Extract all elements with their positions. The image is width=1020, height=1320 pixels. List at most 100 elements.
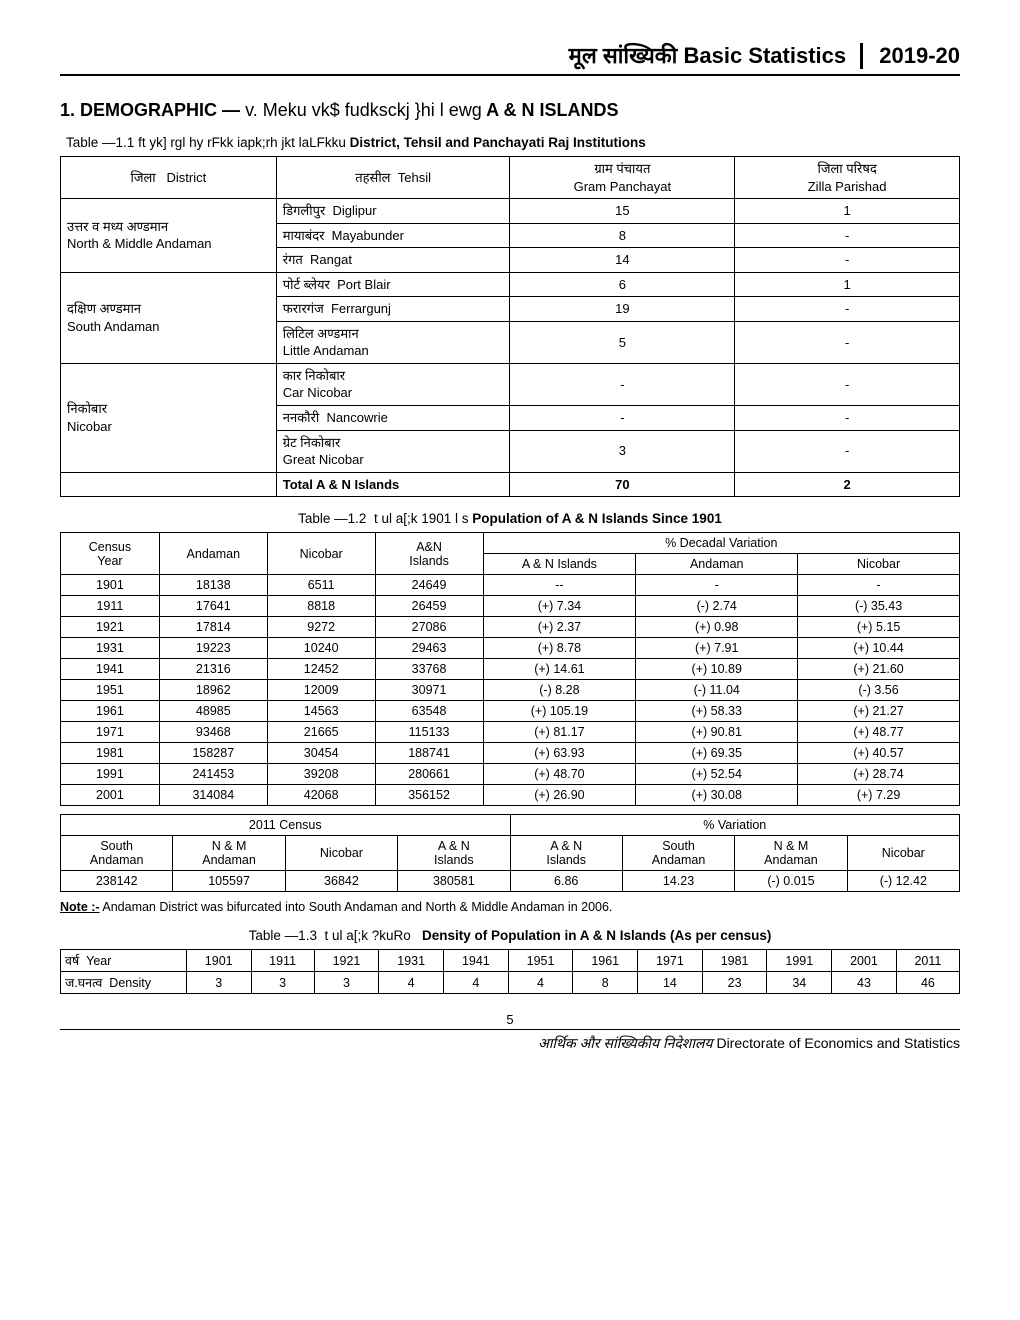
cell: 2001 [61,785,160,806]
density-cell: 34 [767,972,832,994]
density-cell: 23 [702,972,767,994]
h-nicobar: Nicobar [267,533,375,575]
cell: (+) 14.61 [483,659,636,680]
col-zp-en: Zilla Parishad [808,179,887,194]
section-tail: A & N ISLANDS [486,100,618,120]
year-cell: 1951 [508,950,573,972]
t13-density-row: ज.घनत्व Density 33344481423344346 [61,972,960,994]
cell: 1971 [61,722,160,743]
tehsil-cell: रंगत Rangat [276,248,510,273]
year-cell: 1941 [444,950,509,972]
cell: 26459 [375,596,483,617]
footer-en: Directorate of Economics and Statistics [716,1035,960,1051]
gp-cell: 19 [510,297,735,322]
cell: (+) 105.19 [483,701,636,722]
cell: 42068 [267,785,375,806]
cell: -- [483,575,636,596]
t12-bold: Population of A & N Islands Since 1901 [472,511,722,526]
cell: (+) 26.90 [483,785,636,806]
cell: (+) 48.77 [798,722,960,743]
h-sa: SouthAndaman [90,839,144,867]
h-nma: N & MAndaman [202,839,256,867]
cell: (+) 58.33 [636,701,798,722]
gp-cell: 3 [510,430,735,472]
tehsil-cell: ग्रेट निकोबारGreat Nicobar [276,430,510,472]
density-cell: 4 [444,972,509,994]
h-an: A&N [416,540,442,554]
table-row: 19719346821665115133(+) 81.17(+) 90.81(+… [61,722,960,743]
table-row: उत्तर व मध्य अण्डमानNorth & Middle Andam… [61,199,960,224]
cell: 115133 [375,722,483,743]
t12-pre: Table —1.2 [298,511,366,526]
t11-caption: Table —1.1 ft yk] rgl hy rFkk iapk;rh jk… [66,135,960,150]
district-cell: उत्तर व मध्य अण्डमानNorth & Middle Andam… [61,199,277,273]
table-row: 200131408442068356152(+) 26.90(+) 30.08(… [61,785,960,806]
cell: 30454 [267,743,375,764]
gp-cell: 5 [510,321,735,363]
cell: 24649 [375,575,483,596]
h-van: A & NIslands [546,839,586,867]
gp-cell: - [510,406,735,431]
cell: (+) 2.37 [483,617,636,638]
header-en: Basic Statistics [683,43,846,68]
cell: 241453 [159,764,267,785]
section-mid: v. Meku vk$ fudksckj }hi l ewg [245,100,482,120]
footer-hi: आर्थिक और सांख्यिकीय निदेशालय [538,1035,712,1051]
cell: (+) 0.98 [636,617,798,638]
cell: 1981 [61,743,160,764]
density-cell: 4 [379,972,444,994]
cell: 12452 [267,659,375,680]
cell: - [636,575,798,596]
cell: 188741 [375,743,483,764]
cell: 17641 [159,596,267,617]
v-nic: 36842 [285,871,397,892]
table-row: 198115828730454188741(+) 63.93(+) 69.35(… [61,743,960,764]
header-hi: मूल सांख्यिकी [569,43,678,68]
table-row: 1961489851456363548(+) 105.19(+) 58.33(+… [61,701,960,722]
year-cell: 1971 [638,950,703,972]
density-cell: 3 [314,972,379,994]
year-cell: 1901 [186,950,251,972]
note: Note :- Andaman District was bifurcated … [60,900,960,914]
cell: (+) 21.60 [798,659,960,680]
note-text: Andaman District was bifurcated into Sou… [102,900,612,914]
table-row: 192117814927227086(+) 2.37(+) 0.98(+) 5.… [61,617,960,638]
v-vnic: (-) 12.42 [847,871,959,892]
density-cell: 3 [186,972,251,994]
h2011-var: % Variation [510,815,960,836]
t11-total-label: Total A & N Islands [276,472,510,497]
cell: 1991 [61,764,160,785]
year-cell: 1931 [379,950,444,972]
cell: 280661 [375,764,483,785]
gp-cell: 15 [510,199,735,224]
col-gp-hi: ग्राम पंचायत [594,161,650,176]
cell: 8818 [267,596,375,617]
col-tehsil-hi: तहसील [355,170,390,185]
zp-cell: 1 [735,272,960,297]
cell: - [798,575,960,596]
v-van: 6.86 [510,871,622,892]
t12-head1: Census Year Andaman Nicobar A&N Islands … [61,533,960,554]
col-tehsil-en: Tehsil [398,170,431,185]
cell: 1961 [61,701,160,722]
cell: 314084 [159,785,267,806]
cell: (+) 7.91 [636,638,798,659]
cell: (+) 28.74 [798,764,960,785]
cell: 21665 [267,722,375,743]
table-row: 1951189621200930971(-) 8.28(-) 11.04(-) … [61,680,960,701]
cell: (-) 11.04 [636,680,798,701]
note-label: Note :- [60,900,100,914]
year-cell: 2011 [896,950,959,972]
cell: 39208 [267,764,375,785]
v-vnma: (-) 0.015 [735,871,847,892]
cell: 17814 [159,617,267,638]
t2011-head2: SouthAndaman N & MAndaman Nicobar A & NI… [61,836,960,871]
cell: (+) 7.34 [483,596,636,617]
cell: 1951 [61,680,160,701]
col-zp-hi: जिला परिषद [817,161,876,176]
col-district-en: District [167,170,207,185]
t11-mid: ft yk] rgl hy rFkk iapk;rh jkt laLFkku [138,135,346,150]
gp-cell: - [510,363,735,405]
tehsil-cell: पोर्ट ब्लेयर Port Blair [276,272,510,297]
v-nma: 105597 [173,871,285,892]
